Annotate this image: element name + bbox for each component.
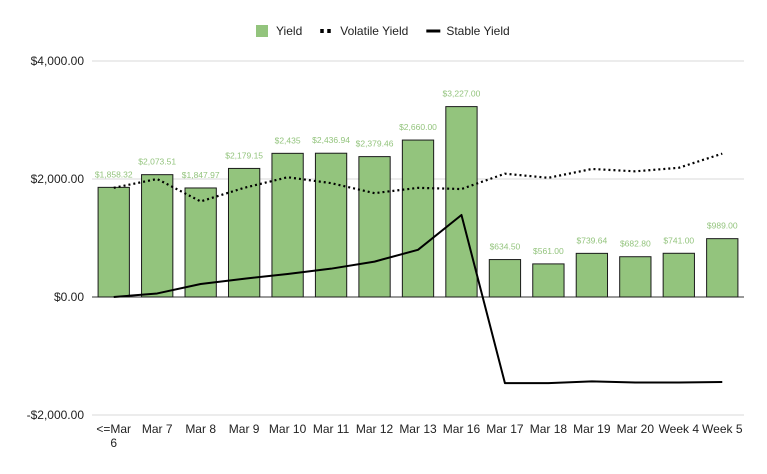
bar xyxy=(97,186,130,298)
volatile-yield-line xyxy=(113,152,723,203)
legend-swatch xyxy=(256,25,268,37)
data-label: $682.80 xyxy=(620,239,651,249)
x-tick-label: Mar 20 xyxy=(617,422,655,436)
data-label: $3,227.00 xyxy=(443,89,481,99)
data-labels: $1,858.32 $2,073.51 $1,847.97 $2,179.15 $2,4… xyxy=(95,89,738,256)
bar xyxy=(532,263,565,298)
x-tick-label: Mar 9 xyxy=(229,422,260,436)
y-tick-label: -$2,000.00 xyxy=(27,408,85,422)
stable-yield-line xyxy=(113,213,723,385)
y-tick-label: $0.00 xyxy=(54,290,84,304)
x-tick-label: Mar 10 xyxy=(269,422,307,436)
bar xyxy=(314,152,348,298)
x-axis: <=Mar 6 Mar 7 Mar 8 Mar 9 Mar 10 Mar 11 Mar 12 M… xyxy=(96,422,742,450)
data-label: $989.00 xyxy=(707,221,738,231)
bar xyxy=(358,156,391,298)
bar xyxy=(227,167,261,298)
bar xyxy=(575,252,609,298)
legend-label: Stable Yield xyxy=(446,24,509,38)
x-tick-label: Mar 18 xyxy=(530,422,568,436)
series-lines xyxy=(113,152,723,385)
x-tick-label: Mar 17 xyxy=(486,422,524,436)
x-tick-label: Mar 13 xyxy=(399,422,437,436)
legend-entry: Stable Yield xyxy=(426,24,510,38)
bar xyxy=(445,106,478,298)
data-label: $2,435 xyxy=(275,135,301,145)
x-tick-label: Mar 7 xyxy=(142,422,173,436)
bar xyxy=(141,174,174,298)
data-label: $2,436.94 xyxy=(312,135,350,145)
y-axis: -$2,000.00 $0.00 $2,000.00 $4,000.00 xyxy=(27,54,85,422)
bar xyxy=(619,256,652,298)
x-tick-label: Mar 12 xyxy=(356,422,394,436)
x-tick-label: Mar 8 xyxy=(185,422,216,436)
y-tick-label: $4,000.00 xyxy=(31,54,85,68)
data-label: $2,073.51 xyxy=(138,157,176,167)
data-label: $2,660.00 xyxy=(399,122,437,132)
x-tick-label: Mar 16 xyxy=(443,422,481,436)
bar xyxy=(706,238,739,298)
data-label: $561.00 xyxy=(533,246,564,256)
bar xyxy=(401,139,435,298)
legend-label: Volatile Yield xyxy=(340,24,408,38)
data-label: $739.64 xyxy=(576,235,607,245)
bar xyxy=(488,259,522,298)
x-tick-label: Mar 19 xyxy=(573,422,611,436)
legend-label: Yield xyxy=(276,24,302,38)
bar xyxy=(184,187,217,298)
x-tick-label: Mar 11 xyxy=(313,422,350,436)
x-tick-label: <=Mar 6 xyxy=(96,422,131,450)
legend-entry: Volatile Yield xyxy=(320,24,408,38)
bar xyxy=(662,252,695,298)
x-tick-label: Week 4 xyxy=(659,422,700,436)
data-label: $741.00 xyxy=(663,235,694,245)
data-label: $2,379.46 xyxy=(356,139,394,149)
yield-bars xyxy=(97,106,739,298)
legend-entry: Yield xyxy=(256,24,302,38)
y-tick-label: $2,000.00 xyxy=(31,172,85,186)
legend: Yield Volatile Yield Stable Yield xyxy=(256,24,510,38)
data-label: $2,179.15 xyxy=(225,150,263,160)
data-label: $634.50 xyxy=(490,242,521,252)
data-label: $1,858.32 xyxy=(95,169,133,179)
data-label: $1,847.97 xyxy=(182,170,220,180)
x-tick-label: Week 5 xyxy=(702,422,743,436)
